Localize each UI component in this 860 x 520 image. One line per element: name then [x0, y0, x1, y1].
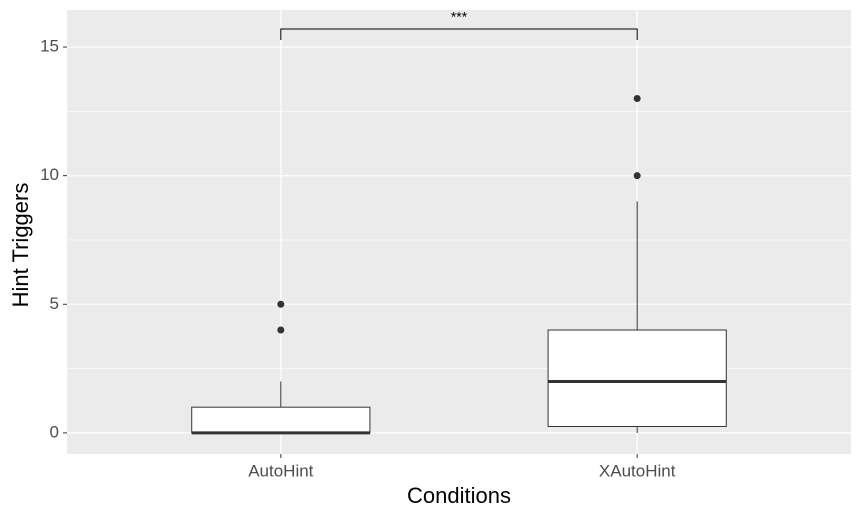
outlier: [277, 300, 285, 308]
y-tick-label: 0: [50, 422, 59, 441]
panel: [67, 10, 851, 454]
outlier: [277, 326, 285, 334]
y-tick-label: 5: [50, 294, 59, 313]
y-axis-title: Hint Triggers: [8, 183, 33, 308]
significance-bracket: [280, 28, 638, 40]
x-tick-label: XAutoHint: [599, 461, 676, 480]
y-tick-label: 10: [40, 165, 59, 184]
box: [547, 329, 727, 427]
outlier: [633, 172, 641, 180]
outlier: [633, 94, 641, 102]
box: [191, 406, 371, 434]
y-tick-label: 15: [40, 37, 59, 56]
x-tick-label: AutoHint: [248, 461, 313, 480]
x-axis-title: Conditions: [407, 483, 511, 508]
significance-label: ***: [451, 9, 468, 25]
